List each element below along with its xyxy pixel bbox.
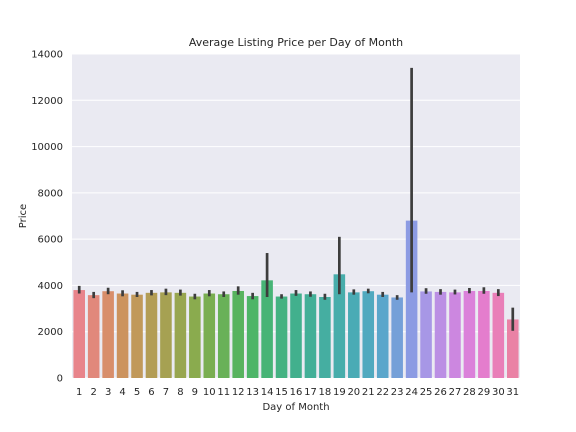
bar-day-19	[333, 274, 346, 378]
x-tick-label: 1	[76, 387, 82, 398]
bar-day-3	[102, 291, 114, 378]
y-tick-label: 6000	[38, 235, 63, 246]
y-tick-labels: 0 2000 4000 6000 8000 10000 12000 14000	[31, 50, 63, 385]
x-tick-label: 29	[478, 387, 491, 398]
x-tick-label: 16	[290, 387, 303, 398]
x-tick-label: 28	[463, 387, 476, 398]
bar-day-23	[391, 297, 403, 378]
x-tick-label: 7	[163, 387, 169, 398]
y-tick-label: 0	[57, 374, 63, 385]
x-tick-label: 27	[449, 387, 462, 398]
bar-day-14	[261, 280, 273, 378]
bar-day-17	[304, 294, 317, 378]
y-tick-label: 8000	[38, 188, 63, 199]
y-tick-label: 14000	[31, 50, 63, 61]
y-tick-label: 10000	[31, 142, 63, 153]
chart-title: Average Listing Price per Day of Month	[189, 36, 403, 49]
x-tick-label: 3	[105, 387, 111, 398]
x-tick-label: 12	[232, 387, 245, 398]
x-tick-label: 13	[246, 387, 259, 398]
bar-day-4	[116, 293, 129, 378]
bar-day-15	[275, 296, 288, 378]
x-tick-label: 22	[376, 387, 389, 398]
x-tick-label: 23	[391, 387, 404, 398]
x-tick-label: 15	[275, 387, 288, 398]
x-tick-label: 20	[347, 387, 360, 398]
bar-day-13	[246, 296, 259, 378]
bar-day-5	[131, 294, 143, 378]
y-tick-label: 4000	[38, 281, 63, 292]
bar-day-8	[174, 292, 187, 378]
bar-day-29	[478, 290, 490, 378]
bar-day-20	[348, 292, 360, 378]
x-tick-label: 21	[362, 387, 375, 398]
x-tick-label: 30	[492, 387, 505, 398]
bar-day-21	[362, 291, 375, 378]
bar-day-2	[87, 295, 100, 378]
bar-day-10	[203, 293, 216, 378]
x-tick-label: 14	[261, 387, 274, 398]
x-tick-label: 18	[319, 387, 332, 398]
bar-day-9	[189, 296, 201, 378]
x-tick-label: 5	[134, 387, 140, 398]
bar-day-25	[420, 291, 432, 378]
bar-day-18	[319, 297, 331, 378]
bar-day-12	[232, 290, 244, 378]
x-tick-label: 25	[420, 387, 433, 398]
x-tick-label: 24	[405, 387, 418, 398]
y-tick-label: 2000	[38, 327, 63, 338]
bar-day-24	[405, 220, 418, 378]
bar-day-6	[145, 292, 158, 378]
bar-day-1	[73, 290, 86, 378]
x-tick-label: 26	[434, 387, 447, 398]
x-tick-label: 31	[506, 387, 519, 398]
bar-day-28	[463, 290, 476, 378]
bar-day-16	[290, 293, 302, 378]
bar-day-31	[506, 319, 519, 378]
y-tick-label: 12000	[31, 96, 63, 107]
bars	[73, 220, 519, 378]
x-tick-label: 19	[333, 387, 346, 398]
x-tick-label: 6	[148, 387, 154, 398]
x-tick-label: 8	[177, 387, 183, 398]
bar-day-22	[376, 294, 389, 378]
y-axis-label: Price	[18, 204, 29, 228]
x-tick-label: 2	[90, 387, 96, 398]
bar-day-7	[160, 292, 172, 378]
x-tick-labels: 1 2 3 4 5 6 7 8 9 10 11 12 13 14 15 16 17 18 19 20 21 22 23 24 2…	[76, 387, 519, 398]
x-tick-label: 10	[203, 387, 216, 398]
bar-day-26	[434, 291, 447, 378]
x-tick-label: 4	[119, 387, 125, 398]
x-tick-label: 11	[217, 387, 230, 398]
x-axis-label: Day of Month	[262, 402, 329, 413]
error-bars	[77, 67, 515, 331]
x-tick-label: 17	[304, 387, 317, 398]
bar-day-30	[492, 292, 505, 378]
x-tick-label: 9	[192, 387, 198, 398]
bar-day-27	[449, 292, 461, 378]
bar-day-11	[217, 294, 230, 378]
